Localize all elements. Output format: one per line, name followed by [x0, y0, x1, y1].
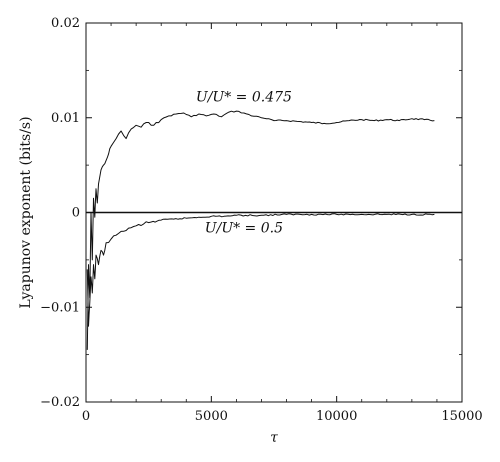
plot-area: [85, 22, 463, 403]
annotation-layer: U/U* = 0.475 U/U* = 0.5: [196, 90, 292, 237]
series-annotation-1: U/U* = 0.475: [196, 90, 292, 106]
y-tick-label: −0.01: [40, 300, 80, 315]
series-annotation-2: U/U* = 0.5: [205, 220, 283, 236]
x-axis-title: τ: [270, 430, 278, 446]
y-tick-label: −0.02: [40, 395, 80, 410]
series-line-1: [86, 110, 435, 350]
x-tick-label: 0: [82, 409, 90, 424]
x-tick-label: 5000: [195, 409, 228, 424]
y-axis-title: Lyapunov exponent (bits/s): [18, 116, 34, 308]
series-layer: [86, 110, 435, 350]
x-tick-label: 10000: [316, 409, 357, 424]
y-tick-label: 0: [72, 206, 80, 221]
x-tick-label: 15000: [441, 409, 482, 424]
tick-layer: 0 5000 10000 15000 −0.02 −0.01 0 0.01 0.02: [40, 16, 483, 424]
y-tick-label: 0.01: [51, 111, 80, 126]
y-tick-label: 0.02: [51, 16, 80, 31]
series-line-2: [86, 213, 435, 327]
